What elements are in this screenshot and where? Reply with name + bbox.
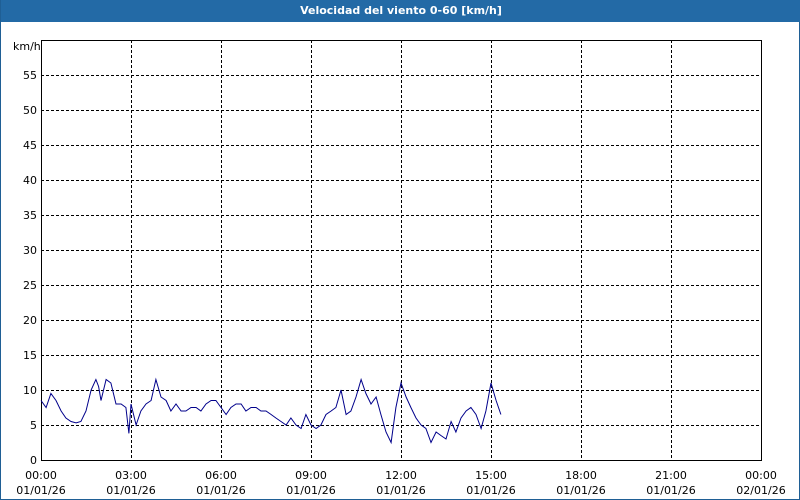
x-tick-time-label: 06:00 [205, 469, 237, 482]
x-tick-time-label: 09:00 [295, 469, 327, 482]
y-axis-unit-label: km/h [13, 40, 41, 53]
y-tick-label: 30 [23, 244, 37, 257]
y-tick-label: 20 [23, 314, 37, 327]
y-tick-label: 50 [23, 104, 37, 117]
x-tick-time-label: 12:00 [385, 469, 417, 482]
y-tick-label: 40 [23, 174, 37, 187]
x-tick-time-label: 03:00 [115, 469, 147, 482]
chart-title: Velocidad del viento 0-60 [km/h] [1, 0, 800, 22]
y-tick-label: 35 [23, 209, 37, 222]
x-tick-date-label: 01/01/26 [556, 484, 605, 497]
x-tick-date-label: 02/01/26 [736, 484, 785, 497]
x-tick-time-label: 21:00 [655, 469, 687, 482]
grid-layer [41, 40, 761, 460]
x-tick-time-label: 15:00 [475, 469, 507, 482]
x-tick-time-label: 18:00 [565, 469, 597, 482]
x-tick-date-label: 01/01/26 [646, 484, 695, 497]
y-tick-label: 5 [30, 419, 37, 432]
y-tick-label: 55 [23, 69, 37, 82]
x-tick-date-label: 01/01/26 [106, 484, 155, 497]
wind-speed-series-line [40, 377, 502, 445]
x-tick-date-label: 01/01/26 [466, 484, 515, 497]
y-tick-label: 10 [23, 384, 37, 397]
y-tick-label: 15 [23, 349, 37, 362]
y-tick-label: 25 [23, 279, 37, 292]
y-tick-label: 0 [30, 454, 37, 467]
label-layer: 0 5 10 15 20 25 30 35 40 45 50 55 00:00 01/01/26 03:00… [16, 69, 785, 497]
x-tick-date-label: 01/01/26 [376, 484, 425, 497]
x-tick-time-label: 00:00 [25, 469, 57, 482]
x-tick-date-label: 01/01/26 [196, 484, 245, 497]
x-tick-time-label: 00:00 [745, 469, 777, 482]
x-tick-date-label: 01/01/26 [286, 484, 335, 497]
x-tick-date-label: 01/01/26 [16, 484, 65, 497]
plot-frame [41, 40, 762, 461]
y-tick-label: 45 [23, 139, 37, 152]
